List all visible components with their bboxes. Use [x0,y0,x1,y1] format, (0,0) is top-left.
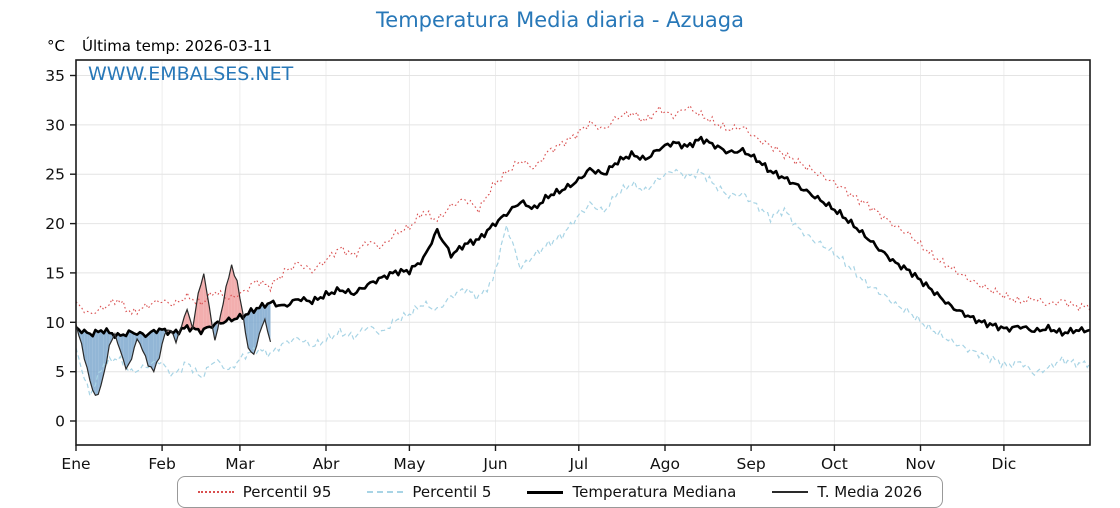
svg-text:15: 15 [45,264,65,282]
chart-plot: 0 5 10 15 20 25 30 35 Ene Feb Mar Abr May Jun Jul Ago Se… [45,59,1091,472]
media-2026-line-sample-icon [772,491,809,493]
legend-label: Percentil 95 [242,483,332,501]
percentil-5-line-sample-icon [367,491,404,493]
legend-item-media-2026: T. Media 2026 [772,483,922,501]
svg-text:Ago: Ago [650,455,680,472]
last-temp-label: Última temp: 2026-03-11 [82,37,273,55]
watermark: WWW.EMBALSES.NET [88,63,294,85]
legend-label: T. Media 2026 [817,483,923,501]
svg-text:Feb: Feb [148,455,175,472]
percentil-95-line-sample-icon [197,491,234,493]
svg-text:30: 30 [45,116,65,134]
svg-text:25: 25 [45,166,65,184]
mediana-line-sample-icon [527,490,564,494]
svg-text:Dic: Dic [992,455,1017,472]
svg-text:Abr: Abr [313,455,340,472]
svg-text:20: 20 [45,215,65,233]
svg-text:Oct: Oct [821,455,848,472]
svg-text:Mar: Mar [225,455,255,472]
svg-text:Ene: Ene [61,455,90,472]
legend-item-percentil-95: Percentil 95 [197,483,332,501]
svg-text:35: 35 [45,67,65,85]
legend-label: Temperatura Mediana [572,483,737,501]
legend-item-mediana: Temperatura Mediana [527,483,736,501]
chart-title: Temperatura Media diaria - Azuaga [376,8,744,32]
legend-label: Percentil 5 [412,483,492,501]
svg-text:Jun: Jun [482,455,507,472]
legend-item-percentil-5: Percentil 5 [367,483,491,501]
svg-text:May: May [393,455,425,472]
svg-text:Jul: Jul [568,455,588,472]
svg-text:10: 10 [45,314,65,332]
y-axis-unit-label: °C [47,37,65,55]
svg-text:5: 5 [55,363,65,381]
legend: Percentil 95 Percentil 5 Temperatura Med… [0,476,1120,508]
svg-text:Nov: Nov [905,455,935,472]
legend-box: Percentil 95 Percentil 5 Temperatura Med… [176,476,944,508]
svg-text:Sep: Sep [736,455,765,472]
svg-text:0: 0 [55,413,65,431]
